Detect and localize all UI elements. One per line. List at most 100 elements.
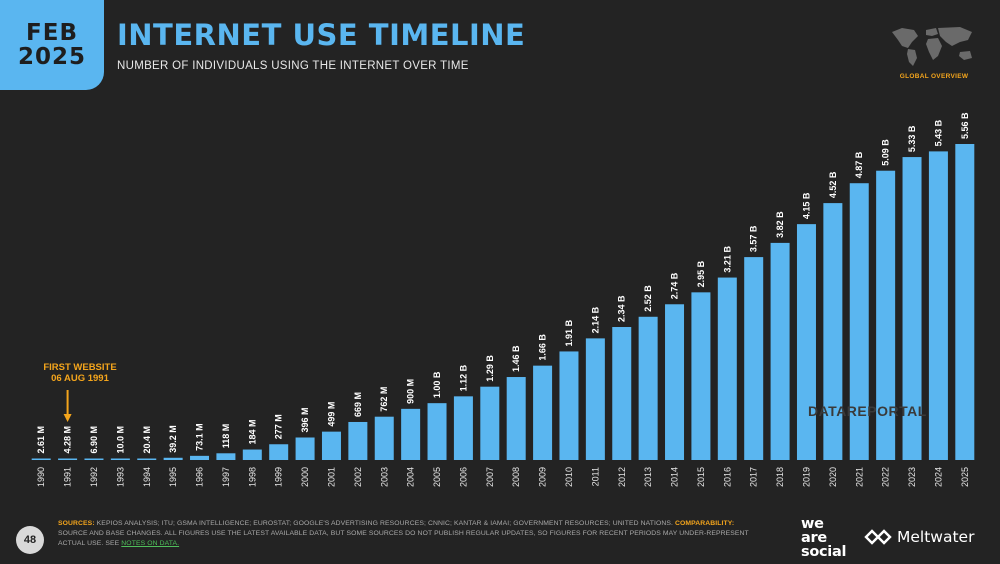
value-label-2021: 4.87 B	[854, 151, 864, 178]
bar-2017	[744, 257, 764, 460]
x-tick-2011: 2011	[590, 467, 600, 486]
value-label-2005: 1.00 B	[432, 371, 442, 398]
was-line3: social	[801, 543, 847, 560]
value-label-2019: 4.15 B	[801, 192, 811, 219]
page-title: INTERNET USE TIMELINE	[117, 18, 526, 52]
notes-on-data-link[interactable]: NOTES ON DATA.	[121, 539, 180, 547]
value-label-2017: 3.57 B	[749, 225, 759, 252]
x-tick-2018: 2018	[775, 467, 785, 487]
bar-1998	[242, 449, 262, 460]
bar-2023	[902, 157, 922, 460]
x-tick-2007: 2007	[485, 467, 495, 487]
bar-2010	[559, 351, 579, 460]
region-label: GLOBAL OVERVIEW	[899, 73, 969, 80]
date-badge: FEB 2025	[0, 0, 104, 90]
x-tick-2022: 2022	[881, 467, 891, 487]
value-label-2013: 2.52 B	[643, 285, 653, 312]
value-label-2015: 2.95 B	[696, 260, 706, 287]
comparability-text: SOURCE AND BASE CHANGES. ALL FIGURES USE…	[58, 529, 749, 547]
was-line2: are	[801, 529, 827, 546]
sources-key: SOURCES:	[58, 520, 95, 527]
bar-1995	[163, 457, 183, 460]
x-tick-1998: 1998	[247, 467, 257, 487]
bar-2004	[401, 408, 421, 460]
value-label-2000: 396 M	[300, 407, 310, 432]
value-label-2002: 669 M	[353, 392, 363, 417]
value-label-2001: 499 M	[326, 402, 336, 427]
meltwater-logo: Meltwater	[864, 526, 974, 548]
value-label-2012: 2.34 B	[617, 295, 627, 322]
value-label-2003: 762 M	[379, 387, 389, 412]
value-label-2007: 1.29 B	[485, 355, 495, 382]
datareportal-watermark: DATAREPORTAL	[808, 403, 927, 419]
x-tick-2024: 2024	[933, 467, 943, 487]
x-tick-1992: 1992	[89, 467, 99, 487]
x-tick-1995: 1995	[168, 467, 178, 487]
bar-1997	[216, 453, 236, 460]
value-label-1999: 277 M	[274, 414, 284, 439]
value-label-2006: 1.12 B	[458, 364, 468, 391]
x-tick-1994: 1994	[142, 467, 152, 487]
x-tick-2008: 2008	[511, 467, 521, 487]
bar-2011	[585, 338, 605, 460]
x-tick-2025: 2025	[960, 467, 970, 487]
comparability-key: COMPARABILITY:	[674, 520, 735, 527]
value-label-1993: 10.0 M	[115, 426, 125, 454]
x-tick-2000: 2000	[300, 467, 310, 487]
value-label-2016: 3.21 B	[722, 246, 732, 273]
was-line1: we	[801, 516, 824, 532]
value-label-2024: 5.43 B	[933, 119, 943, 146]
first-website-annotation: FIRST WEBSITE 06 AUG 1991	[30, 362, 130, 385]
value-label-1998: 184 M	[247, 420, 257, 445]
value-label-2025: 5.56 B	[960, 112, 970, 139]
bar-2018	[770, 242, 790, 460]
x-tick-2010: 2010	[564, 467, 574, 487]
x-tick-2004: 2004	[406, 467, 416, 487]
bar-2013	[638, 316, 658, 460]
x-tick-1997: 1997	[221, 467, 231, 487]
value-label-2022: 5.09 B	[881, 139, 891, 166]
bar-2012	[612, 327, 632, 460]
bar-1993	[110, 458, 130, 460]
world-map-icon	[892, 27, 972, 66]
bar-2019	[796, 224, 816, 460]
badge-year: 2025	[17, 44, 86, 70]
value-label-2011: 2.14 B	[590, 306, 600, 333]
x-tick-2002: 2002	[353, 467, 363, 487]
value-label-1995: 39.2 M	[168, 425, 178, 453]
bar-2024	[928, 151, 948, 460]
bar-2008	[506, 377, 526, 460]
page-number: 48	[16, 526, 44, 554]
bar-2005	[427, 403, 447, 460]
bar-2003	[374, 416, 394, 460]
we-are-social-logo: we are social	[801, 516, 847, 560]
value-label-2008: 1.46 B	[511, 345, 521, 372]
bar-2014	[665, 304, 685, 460]
value-label-1992: 6.90 M	[89, 426, 99, 454]
value-label-1997: 118 M	[221, 424, 231, 449]
annotation-line2: 06 AUG 1991	[51, 373, 109, 385]
x-tick-1990: 1990	[36, 467, 46, 487]
value-label-1996: 73.1 M	[195, 423, 205, 451]
x-tick-2003: 2003	[379, 467, 389, 487]
value-label-2020: 4.52 B	[828, 171, 838, 198]
x-tick-2005: 2005	[432, 467, 442, 487]
bar-1990	[31, 458, 51, 460]
annotation-arrow-head	[63, 414, 72, 422]
badge-month: FEB	[26, 19, 78, 46]
bar-1996	[190, 455, 210, 460]
bar-2006	[453, 396, 473, 460]
x-tick-2020: 2020	[828, 467, 838, 487]
bar-1999	[269, 444, 289, 460]
x-tick-2019: 2019	[801, 467, 811, 487]
value-label-2023: 5.33 B	[907, 125, 917, 152]
meltwater-icon	[864, 529, 892, 545]
meltwater-text: Meltwater	[897, 528, 975, 546]
value-label-2004: 900 M	[406, 379, 416, 404]
bar-2001	[321, 431, 341, 460]
x-tick-2015: 2015	[696, 467, 706, 487]
bar-2025	[955, 144, 975, 460]
x-tick-2023: 2023	[907, 467, 917, 487]
x-tick-2001: 2001	[326, 467, 336, 487]
bar-2009	[533, 365, 553, 460]
